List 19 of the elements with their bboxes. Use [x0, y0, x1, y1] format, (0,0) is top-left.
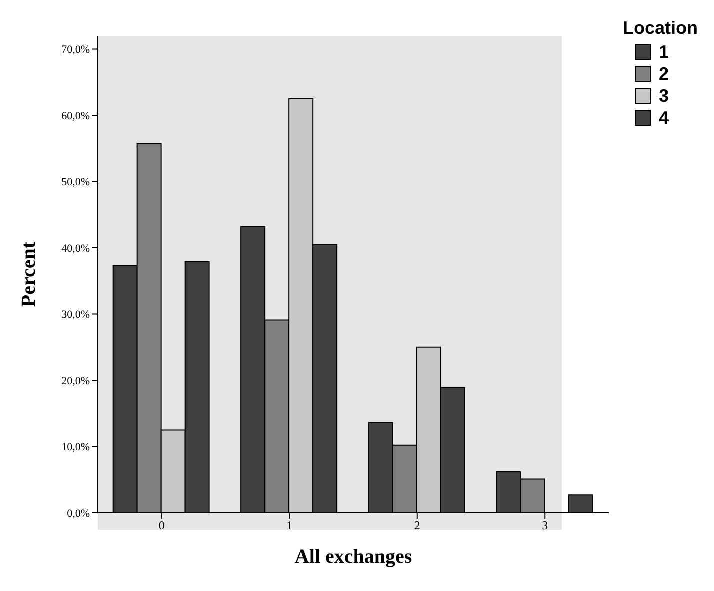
legend-label: 2 — [659, 64, 670, 84]
y-tick-label: 70,0% — [62, 44, 90, 56]
legend-label: 4 — [659, 108, 670, 128]
x-tick-label: 3 — [542, 518, 548, 533]
legend-label: 1 — [659, 42, 670, 62]
y-tick-label: 30,0% — [62, 309, 90, 322]
x-tick-label: 1 — [286, 518, 293, 533]
x-tick-label: 2 — [414, 518, 420, 533]
y-tick-label: 0,0% — [67, 508, 90, 520]
y-tick-label: 50,0% — [62, 176, 90, 189]
x-axis-title: All exchanges — [294, 546, 412, 568]
y-tick-label: 10,0% — [62, 442, 90, 454]
x-tick-label: 0 — [158, 518, 165, 533]
legend-label: 3 — [659, 86, 670, 106]
y-tick-label: 60,0% — [62, 110, 90, 122]
y-axis-title: Percent — [18, 242, 40, 308]
y-tick-label: 20,0% — [62, 375, 90, 388]
legend-title: Location — [623, 18, 698, 39]
y-tick-label: 40,0% — [62, 242, 90, 255]
